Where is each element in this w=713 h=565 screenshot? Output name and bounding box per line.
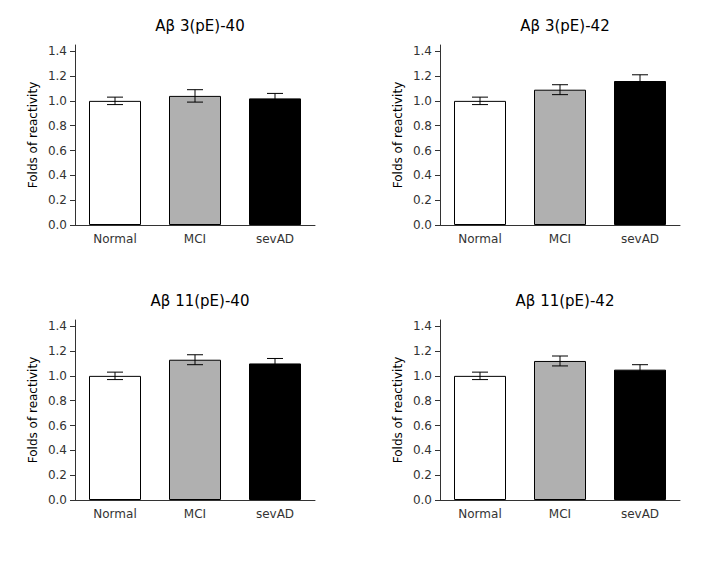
svg-text:0.0: 0.0 — [413, 493, 432, 507]
svg-text:Folds of reactivity: Folds of reactivity — [26, 357, 40, 464]
svg-text:0.2: 0.2 — [48, 468, 67, 482]
svg-text:0.6: 0.6 — [48, 419, 67, 433]
svg-text:1.0: 1.0 — [48, 94, 67, 108]
svg-text:sevAD: sevAD — [621, 507, 659, 521]
svg-text:Normal: Normal — [93, 232, 136, 246]
svg-text:sevAD: sevAD — [621, 232, 659, 246]
svg-text:0.0: 0.0 — [48, 493, 67, 507]
svg-text:0.4: 0.4 — [48, 443, 67, 457]
svg-text:MCI: MCI — [184, 232, 206, 246]
svg-text:1.4: 1.4 — [413, 44, 432, 58]
svg-text:Aβ 11(pE)-42: Aβ 11(pE)-42 — [516, 292, 615, 310]
svg-text:1.0: 1.0 — [413, 94, 432, 108]
svg-text:1.2: 1.2 — [413, 344, 432, 358]
svg-text:1.0: 1.0 — [413, 369, 432, 383]
svg-text:sevAD: sevAD — [256, 232, 294, 246]
svg-text:0.4: 0.4 — [413, 168, 432, 182]
svg-text:1.2: 1.2 — [413, 69, 432, 83]
svg-text:Folds of reactivity: Folds of reactivity — [391, 357, 405, 464]
svg-text:MCI: MCI — [184, 507, 206, 521]
svg-text:sevAD: sevAD — [256, 507, 294, 521]
svg-text:1.4: 1.4 — [48, 44, 67, 58]
svg-text:0.8: 0.8 — [413, 119, 432, 133]
svg-text:MCI: MCI — [549, 232, 571, 246]
svg-text:0.6: 0.6 — [48, 144, 67, 158]
svg-text:1.4: 1.4 — [48, 319, 67, 333]
svg-text:1.2: 1.2 — [48, 69, 67, 83]
svg-text:Aβ 3(pE)-40: Aβ 3(pE)-40 — [155, 17, 244, 35]
svg-text:Normal: Normal — [458, 507, 501, 521]
svg-text:1.2: 1.2 — [48, 344, 67, 358]
svg-text:0.6: 0.6 — [413, 144, 432, 158]
svg-text:0.2: 0.2 — [48, 193, 67, 207]
svg-text:0.8: 0.8 — [48, 394, 67, 408]
svg-text:0.0: 0.0 — [48, 218, 67, 232]
svg-text:0.8: 0.8 — [413, 394, 432, 408]
svg-text:1.0: 1.0 — [48, 369, 67, 383]
svg-text:0.8: 0.8 — [48, 119, 67, 133]
svg-text:MCI: MCI — [549, 507, 571, 521]
svg-text:0.2: 0.2 — [413, 193, 432, 207]
svg-text:Aβ 11(pE)-40: Aβ 11(pE)-40 — [151, 292, 250, 310]
svg-text:Normal: Normal — [458, 232, 501, 246]
svg-text:0.2: 0.2 — [413, 468, 432, 482]
svg-text:0.0: 0.0 — [413, 218, 432, 232]
svg-text:0.4: 0.4 — [413, 443, 432, 457]
svg-text:0.6: 0.6 — [413, 419, 432, 433]
svg-text:1.4: 1.4 — [413, 319, 432, 333]
svg-text:Normal: Normal — [93, 507, 136, 521]
svg-text:0.4: 0.4 — [48, 168, 67, 182]
svg-text:Aβ 3(pE)-42: Aβ 3(pE)-42 — [520, 17, 609, 35]
svg-text:Folds of reactivity: Folds of reactivity — [26, 82, 40, 189]
svg-text:Folds of reactivity: Folds of reactivity — [391, 82, 405, 189]
